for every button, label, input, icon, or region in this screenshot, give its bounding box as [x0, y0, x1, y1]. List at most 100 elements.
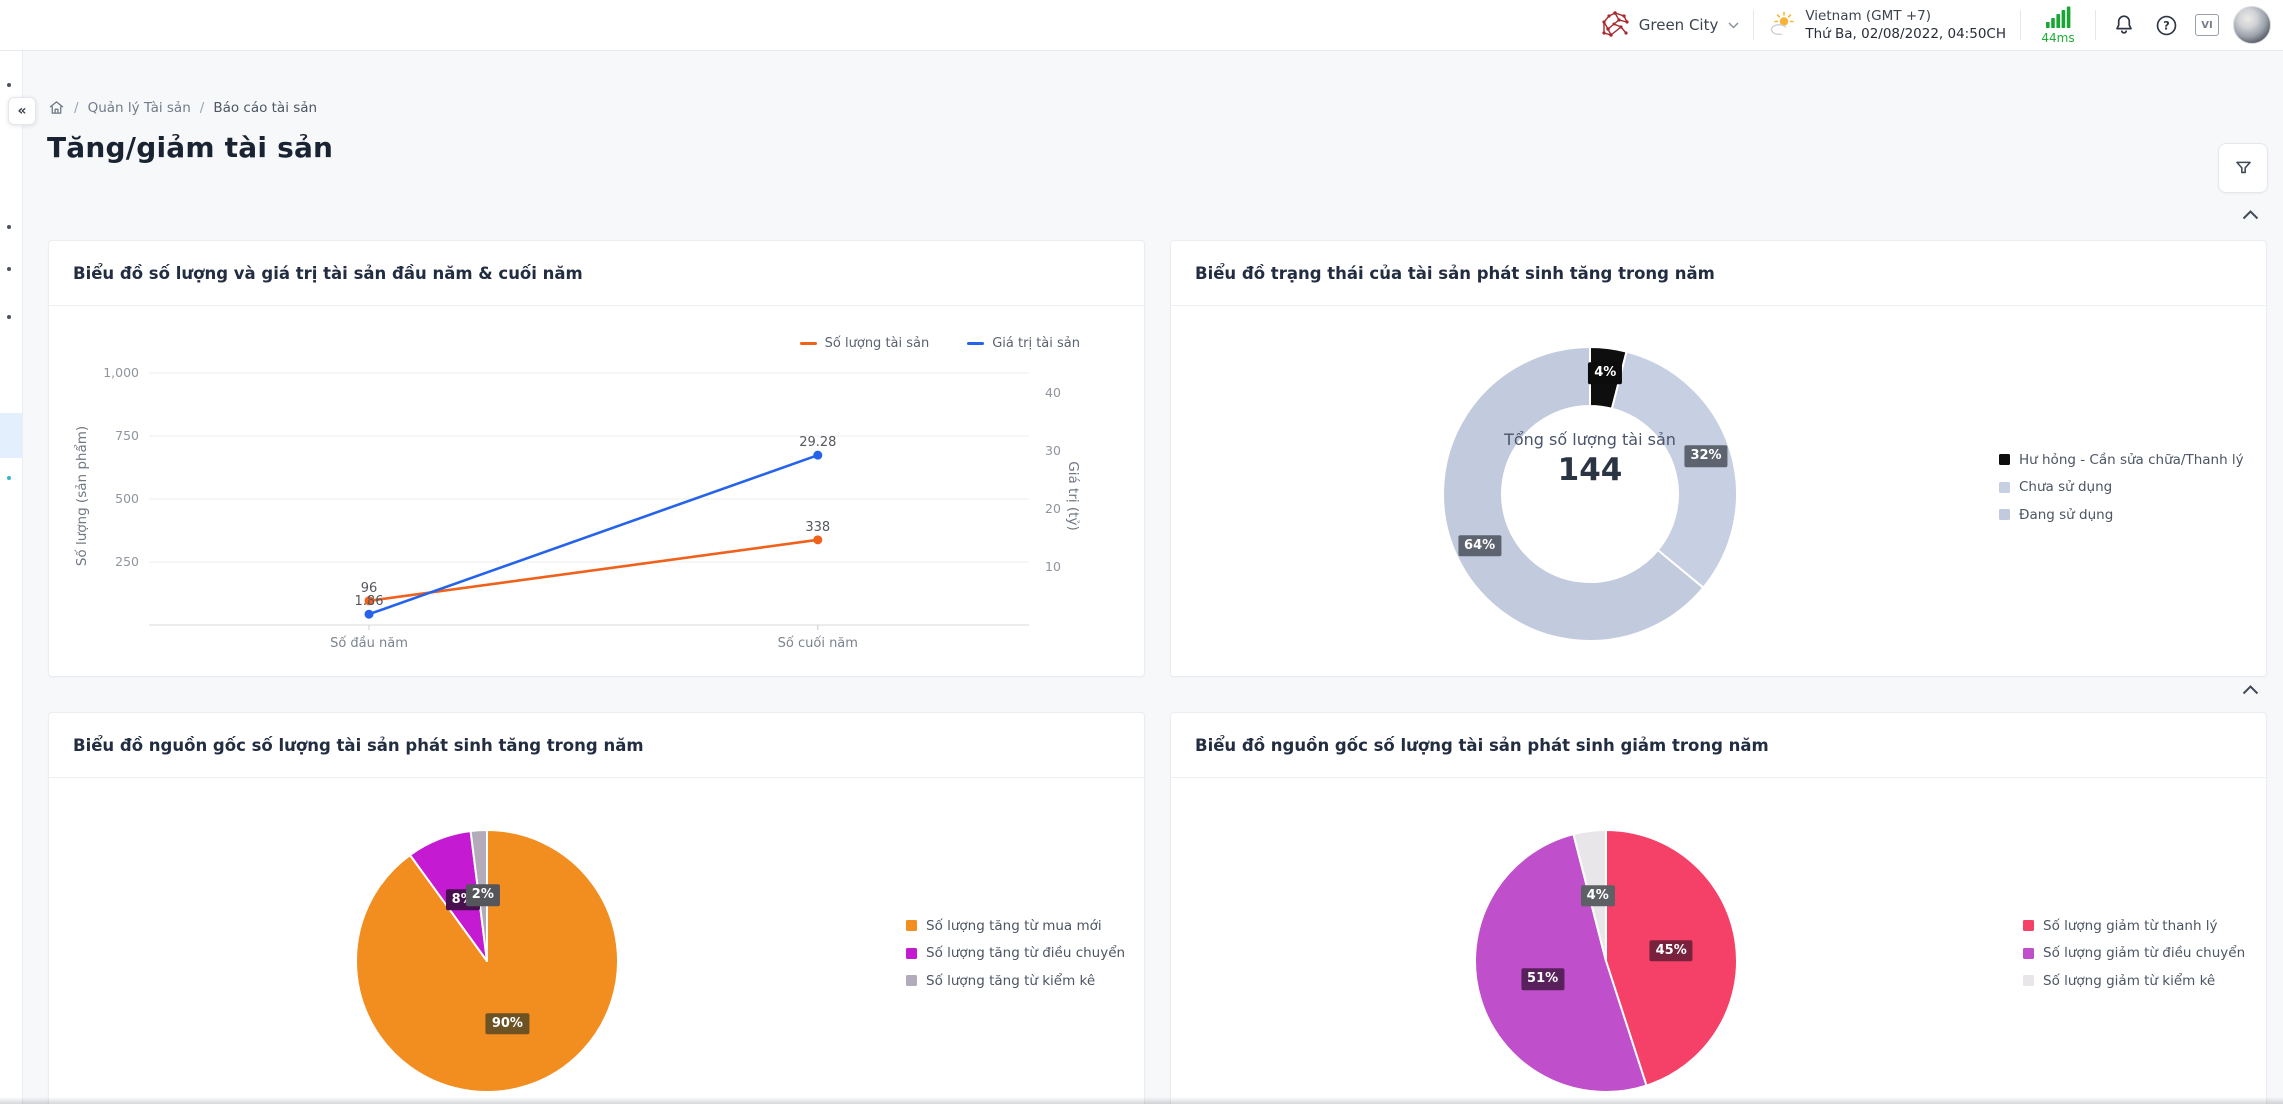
top-bar: Green City Vietna	[0, 0, 2283, 51]
legend-label: Số lượng tăng từ kiểm kê	[926, 972, 1096, 989]
sidebar-menu-dot[interactable]	[7, 225, 11, 229]
pie-chart-decrease: 45% 51% 4%	[1171, 778, 2264, 1104]
question-circle-icon: ?	[2156, 15, 2177, 35]
pie-chart-svg	[1442, 346, 1738, 642]
pie-slice[interactable]	[1442, 346, 1705, 642]
filter-funnel-icon	[2235, 161, 2251, 173]
data-point[interactable]	[813, 450, 823, 460]
header-divider	[1753, 10, 1755, 40]
home-icon[interactable]	[48, 99, 65, 116]
org-name: Green City	[1638, 16, 1719, 34]
slice-percent-label: 90%	[485, 1012, 529, 1035]
slice-percent-label: 45%	[1649, 939, 1693, 962]
line-chart-svg: 250 500 750 1,000 10 20 30 40 Số đầu năm Số cuối …	[103, 365, 1061, 651]
value-label: 338	[805, 520, 830, 535]
line-chart-area: 250 500 750 1,000 10 20 30 40 Số đầu năm Số cuối …	[49, 306, 1142, 675]
page-title: Tăng/giảm tài sản	[47, 131, 334, 164]
svg-text:250: 250	[115, 554, 139, 569]
donut-chart: 4% 32% 64%	[1171, 306, 2264, 675]
collapse-row1-button[interactable]	[2240, 208, 2261, 222]
slice-percent-label: 4%	[1588, 362, 1623, 384]
breadcrumb: / Quản lý Tài sản / Báo cáo tài sản	[48, 99, 317, 116]
language-switcher[interactable]: VI	[2195, 14, 2219, 36]
data-point[interactable]	[813, 535, 823, 545]
legend-item[interactable]: Số lượng tài sản	[799, 336, 929, 351]
legend-item[interactable]: Số lượng giảm từ kiểm kê	[2023, 967, 2245, 995]
panel-header: Biểu đồ số lượng và giá trị tài sản đầu …	[49, 241, 1144, 306]
legend-label: Số lượng giảm từ điều chuyển	[2043, 945, 2246, 962]
legend-label: Chưa sử dụng	[2019, 479, 2113, 496]
breadcrumb-item-asset-report[interactable]: Báo cáo tài sản	[213, 99, 318, 116]
header-divider	[2095, 10, 2096, 40]
panel-title: Biểu đồ nguồn gốc số lượng tài sản phát …	[1195, 735, 1769, 755]
svg-text:750: 750	[115, 428, 139, 443]
legend-label: Số lượng tăng từ mua mới	[926, 917, 1102, 934]
slice-percent-label: 32%	[1684, 445, 1728, 468]
legend-item[interactable]: Số lượng tăng từ điều chuyển	[906, 940, 1125, 968]
slice-percent-label: 2%	[465, 884, 500, 906]
data-point[interactable]	[364, 609, 374, 619]
sidebar-active-item[interactable]	[0, 413, 22, 458]
value-label: 29.28	[799, 435, 836, 450]
breadcrumb-item-asset-management[interactable]: Quản lý Tài sản	[87, 99, 191, 116]
line-series[interactable]	[368, 453, 819, 616]
org-switcher[interactable]: Green City	[1599, 9, 1740, 41]
donut-center-value: 144	[1557, 452, 1623, 488]
donut-chart-area: 4% 32% 64% Tổng số lượng tài sản 144 Hư hỏ…	[1171, 306, 2264, 675]
svg-text:40: 40	[1045, 385, 1061, 400]
svg-text:500: 500	[115, 491, 139, 506]
sidebar-collapsed	[0, 50, 23, 1104]
legend-marker	[906, 975, 917, 987]
chevron-up-icon	[2242, 685, 2259, 695]
legend-item[interactable]: Số lượng giảm từ thanh lý	[2023, 912, 2245, 940]
line-series[interactable]	[368, 538, 818, 603]
legend-item[interactable]: Đang sử dụng	[1999, 501, 2244, 529]
legend-item[interactable]: Hư hỏng - Cần sửa chữa/Thanh lý	[1999, 446, 2244, 474]
notifications-button[interactable]	[2110, 11, 2138, 39]
legend-item[interactable]: Số lượng giảm từ điều chuyển	[2023, 940, 2245, 968]
legend-marker	[906, 920, 917, 932]
legend-item[interactable]: Số lượng tăng từ mua mới	[906, 912, 1125, 940]
data-point[interactable]	[364, 596, 374, 606]
user-avatar[interactable]	[2233, 6, 2271, 44]
legend-marker	[1999, 454, 2010, 466]
svg-text:30: 30	[1045, 443, 1061, 458]
sidebar-menu-dot[interactable]	[7, 267, 11, 271]
legend-item[interactable]: Chưa sử dụng	[1999, 474, 2244, 502]
left-axis-title: Số lượng (sản phẩm)	[74, 425, 90, 567]
legend-label: Giá trị tài sản	[992, 336, 1080, 351]
sidebar-menu-dot[interactable]	[7, 83, 11, 87]
right-axis-title: Giá trị (tỷ)	[1065, 461, 1081, 531]
sidebar-menu-dot[interactable]	[7, 476, 11, 480]
panel-increase-sources-pie: Biểu đồ nguồn gốc số lượng tài sản phát …	[48, 712, 1145, 1104]
filter-button[interactable]	[2218, 143, 2268, 193]
chart-legend: Số lượng tăng từ mua mới Số lượng tăng từ…	[906, 912, 1125, 995]
legend-item[interactable]: Giá trị tài sản	[967, 336, 1080, 351]
chart-legend: Số lượng tài sản Giá trị tài sản	[799, 336, 1080, 351]
pie-slice[interactable]	[1474, 833, 1648, 1093]
svg-text:?: ?	[2163, 18, 2170, 32]
legend-item[interactable]: Số lượng tăng từ kiểm kê	[906, 967, 1125, 995]
value-label: 1.86	[355, 594, 384, 609]
header-right-cluster: Green City Vietna	[1599, 6, 2283, 45]
line-chart: 250 500 750 1,000 10 20 30 40 Số đầu năm Số cuối …	[49, 306, 1142, 675]
chevron-up-icon	[2242, 210, 2259, 220]
sidebar-menu-dot[interactable]	[7, 315, 11, 319]
donut-center-label: Tổng số lượng tài sản	[1504, 430, 1676, 449]
help-button[interactable]: ?	[2152, 11, 2181, 40]
collapse-row2-button[interactable]	[2240, 683, 2261, 697]
legend-label: Số lượng giảm từ thanh lý	[2043, 917, 2218, 934]
legend-marker	[2023, 920, 2034, 932]
svg-text:10: 10	[1045, 559, 1061, 574]
chart-legend: Hư hỏng - Cần sửa chữa/Thanh lý Chưa sử d…	[1999, 446, 2244, 529]
pie-chart-area: 45% 51% 4% Số lượng giảm từ thanh lý Số lượ…	[1171, 778, 2264, 1104]
pie-slice[interactable]	[1610, 350, 1738, 589]
panel-header: Biểu đồ trạng thái của tài sản phát sinh…	[1171, 241, 2266, 306]
breadcrumb-separator: /	[74, 99, 79, 116]
panel-decrease-sources-pie: Biểu đồ nguồn gốc số lượng tài sản phát …	[1170, 712, 2267, 1104]
network-status: 44ms	[2035, 6, 2081, 45]
sidebar-expand-button[interactable]: «	[8, 97, 36, 125]
header-divider	[2020, 10, 2021, 40]
constellation-logo-icon	[1602, 11, 1629, 37]
